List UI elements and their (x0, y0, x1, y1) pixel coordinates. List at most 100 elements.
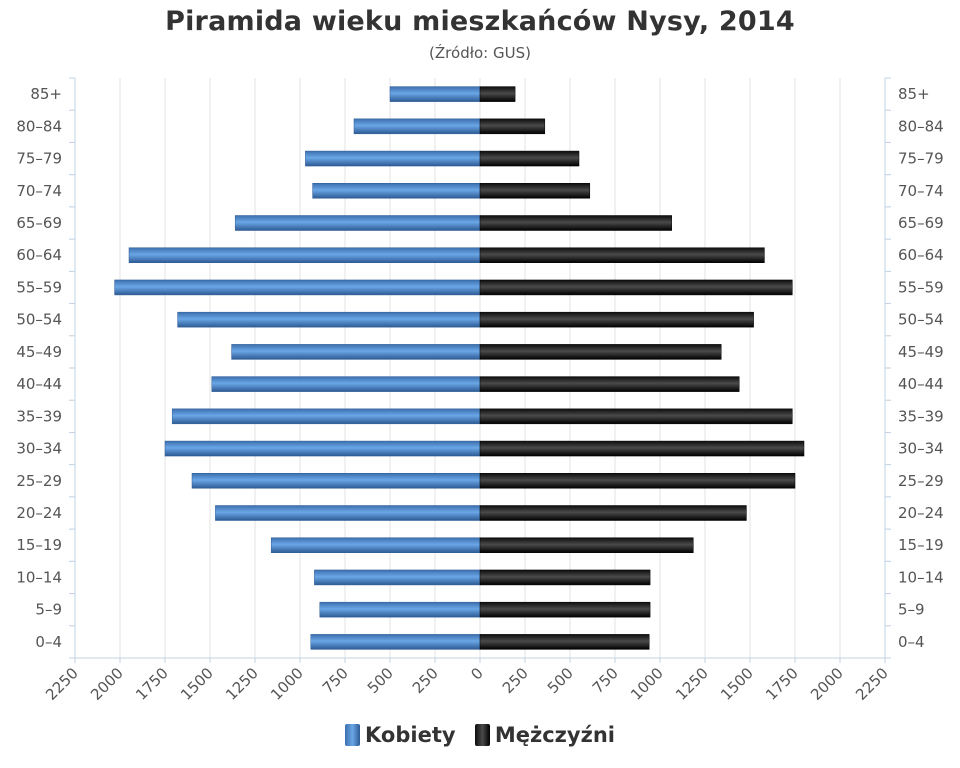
bar-male (479, 473, 796, 489)
y-tick-label-left: 35–39 (16, 407, 62, 425)
legend: Kobiety Mężczyźni (0, 722, 960, 747)
bar-male (479, 150, 580, 167)
bar-female (171, 408, 481, 425)
bar-female (128, 247, 481, 263)
y-tick-label-right: 35–39 (898, 407, 944, 425)
chart-subtitle: (Źródło: GUS) (429, 44, 531, 62)
x-tick-label: 2250 (852, 664, 892, 704)
y-tick-label-left: 80–84 (16, 117, 62, 135)
bars (114, 86, 805, 650)
bar-female (389, 86, 481, 102)
y-tick-label-right: 55–59 (898, 278, 944, 296)
x-tick-label: 2000 (807, 664, 847, 704)
y-tick-label-left: 25–29 (16, 472, 62, 490)
y-tick-label-left: 40–44 (16, 375, 62, 393)
bar-female (114, 279, 481, 296)
y-tick-label-left: 70–74 (16, 182, 62, 200)
x-tick-label: 250 (409, 664, 442, 697)
bar-male (479, 537, 694, 553)
x-tick-label: 750 (589, 664, 622, 697)
y-tick-label-right: 5–9 (898, 601, 925, 619)
x-tick-label: 2000 (87, 664, 127, 704)
y-tick-label-right: 25–29 (898, 472, 944, 490)
y-tick-label-right: 30–34 (898, 440, 944, 458)
y-tick-label-right: 50–54 (898, 311, 944, 329)
bar-male (479, 247, 765, 263)
y-tick-label-left: 75–79 (16, 150, 62, 168)
bar-female (319, 601, 481, 618)
bar-female (234, 215, 481, 231)
x-tick-label: 2250 (42, 664, 82, 704)
x-tick-label: 1750 (762, 664, 802, 704)
x-tick-label: 750 (319, 664, 352, 697)
bar-male (479, 86, 516, 102)
y-tick-label-right: 20–24 (898, 504, 944, 522)
y-tick-label-right: 40–44 (898, 375, 944, 393)
x-tick-label: 500 (544, 664, 577, 697)
bar-female (270, 537, 481, 553)
legend-label-female: Kobiety (365, 723, 456, 747)
chart-title: Piramida wieku mieszkańców Nysy, 2014 (165, 6, 795, 37)
y-tick-label-left: 65–69 (16, 214, 62, 232)
bar-male (479, 279, 793, 296)
y-tick-label-left: 45–49 (16, 343, 62, 361)
bar-male (479, 183, 591, 199)
x-tick-label: 1000 (627, 664, 667, 704)
x-tick-label: 1500 (177, 664, 217, 704)
bar-male (479, 311, 754, 328)
y-tick-label-right: 70–74 (898, 182, 944, 200)
legend-item-female[interactable]: Kobiety (345, 723, 456, 747)
legend-item-male[interactable]: Mężczyźni (474, 723, 615, 747)
y-tick-label-right: 10–14 (898, 568, 944, 586)
y-tick-label-right: 80–84 (898, 117, 944, 135)
legend-swatch-male (474, 724, 490, 746)
bar-male (479, 569, 651, 586)
y-tick-label-right: 85+ (898, 85, 930, 103)
bar-female (353, 118, 481, 135)
bar-male (479, 118, 546, 135)
bar-female (312, 183, 481, 199)
bar-male (479, 376, 740, 392)
bar-female (305, 150, 481, 167)
x-tick-label: 1000 (267, 664, 307, 704)
x-tick-label: 250 (499, 664, 532, 697)
y-tick-label-right: 60–64 (898, 246, 944, 264)
y-tick-label-right: 65–69 (898, 214, 944, 232)
y-tick-label-left: 55–59 (16, 278, 62, 296)
y-tick-label-right: 0–4 (898, 633, 925, 651)
x-tick-label: 1750 (132, 664, 172, 704)
legend-swatch-female (345, 724, 361, 746)
x-tick-label: 1250 (672, 664, 712, 704)
y-tick-label-right: 75–79 (898, 150, 944, 168)
y-tick-label-left: 15–19 (16, 536, 62, 554)
legend-label-male: Mężczyźni (494, 723, 615, 747)
y-tick-label-left: 0–4 (35, 633, 62, 651)
bar-female (211, 376, 481, 392)
axes (69, 77, 891, 663)
y-tick-label-left: 60–64 (16, 246, 62, 264)
bar-female (310, 634, 481, 650)
y-tick-label-left: 5–9 (35, 601, 62, 619)
bar-female (191, 473, 481, 489)
population-pyramid-chart: 2250 2000 1750 1500 1250 1000 750 500 250 0 250 500… (16, 77, 944, 704)
bar-male (479, 344, 722, 360)
bar-female (215, 505, 481, 521)
y-tick-label-left: 20–24 (16, 504, 62, 522)
bar-male (479, 601, 651, 618)
x-tick-label: 1250 (222, 664, 262, 704)
y-tick-label-right: 45–49 (898, 343, 944, 361)
x-tick-label: 0 (467, 664, 486, 683)
y-tick-label-right: 15–19 (898, 536, 944, 554)
y-tick-label-left: 10–14 (16, 568, 62, 586)
bar-male (479, 215, 672, 231)
bar-female (314, 569, 481, 586)
bar-male (479, 408, 793, 425)
bar-female (231, 344, 481, 360)
y-tick-label-left: 85+ (30, 85, 62, 103)
x-tick-label: 1500 (717, 664, 757, 704)
bar-female (164, 440, 481, 457)
bar-male (479, 634, 650, 650)
bar-female (177, 311, 481, 328)
bar-male (479, 505, 747, 521)
y-tick-label-left: 50–54 (16, 311, 62, 329)
